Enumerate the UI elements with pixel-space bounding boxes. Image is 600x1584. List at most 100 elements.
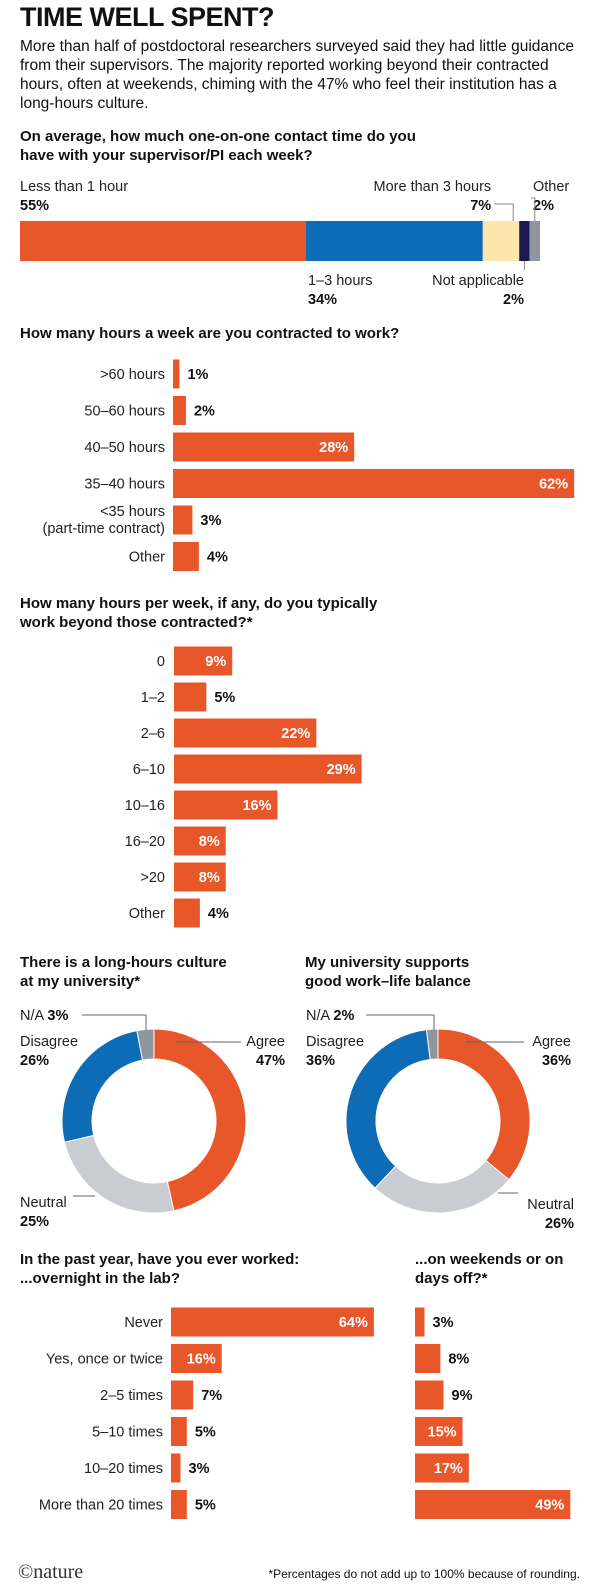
- segment-value-2: 7%: [470, 198, 491, 214]
- weekends-value-1: 8%: [448, 1352, 469, 1368]
- contracted-bar-2: [173, 432, 355, 462]
- weekends-value-4: 17%: [434, 1461, 463, 1477]
- work-life-slice-value-3: 2%: [333, 1008, 354, 1024]
- weekends-value-3: 15%: [428, 1425, 457, 1441]
- extra-value-2: 22%: [281, 726, 310, 742]
- overnight-value-2: 7%: [201, 1388, 222, 1404]
- segment-label-2: More than 3 hours: [374, 179, 492, 195]
- contracted-category-2: 40–50 hours: [84, 440, 165, 456]
- extra-category-4: 10–16: [125, 798, 165, 814]
- extra-category-3: 6–10: [133, 762, 165, 778]
- extra-category-5: 16–20: [125, 834, 165, 850]
- weekends-bar-0: [415, 1307, 425, 1337]
- weekends-value-5: 49%: [535, 1498, 564, 1514]
- extra-bar-0: [174, 646, 233, 676]
- long-hours-question: There is a long-hours culture at my univ…: [20, 954, 227, 990]
- contact-time-question: On average, how much one-on-one contact …: [20, 128, 416, 164]
- extra-value-5: 8%: [199, 834, 220, 850]
- overnight-bar-3: [171, 1417, 187, 1446]
- long-hours-slice-value-2: 26%: [20, 1053, 49, 1069]
- extra-bar-7: [174, 898, 200, 928]
- contracted-category-5: Other: [129, 550, 165, 566]
- extra-bar-6: [174, 862, 226, 892]
- contracted-value-1: 2%: [194, 404, 215, 420]
- work-life-slice-2: [345, 1029, 431, 1189]
- extra-value-4: 16%: [242, 798, 271, 814]
- contracted-bar-5: [173, 542, 199, 571]
- stacked-segment-0: [20, 221, 306, 261]
- extra-category-7: Other: [129, 906, 165, 922]
- weekends-bar-4: [415, 1453, 469, 1483]
- overnight-bar-5: [171, 1490, 187, 1519]
- overnight-bar-2: [171, 1380, 194, 1410]
- stacked-segment-3: [519, 221, 530, 261]
- extra-value-7: 4%: [208, 906, 229, 922]
- work-life-slice-label-1: Neutral: [527, 1197, 574, 1213]
- overnight-question: In the past year, have you ever worked: …: [20, 1251, 300, 1287]
- long-hours-slice-value-0: 47%: [256, 1053, 285, 1069]
- work-life-slice-0: [437, 1028, 531, 1181]
- segment-value-3: 2%: [503, 292, 524, 308]
- overnight-value-0: 64%: [339, 1315, 368, 1331]
- work-life-slice-3: [425, 1028, 439, 1061]
- contracted-category-4-line-1: (part-time contract): [43, 521, 165, 537]
- page-title: TIME WELL SPENT?: [20, 2, 275, 32]
- weekends-bar-1: [415, 1344, 441, 1373]
- long-hours-slice-label-3: N/A 3%: [20, 1008, 68, 1024]
- contracted-bar-3: [173, 469, 575, 498]
- long-hours-leader-3: [82, 1014, 147, 1030]
- long-hours-slice-1: [63, 1134, 175, 1214]
- segment-label-3: Not applicable: [432, 273, 524, 289]
- weekends-bar-5: [415, 1490, 571, 1519]
- page-subtitle: More than half of postdoctoral researche…: [20, 38, 575, 112]
- extra-value-1: 5%: [214, 690, 235, 706]
- segment-label-1: 1–3 hours: [308, 273, 373, 289]
- contracted-value-3: 62%: [539, 477, 568, 493]
- stacked-segment-4: [529, 221, 540, 261]
- long-hours-slice-label-2: Disagree: [20, 1034, 78, 1050]
- overnight-value-5: 5%: [195, 1498, 216, 1514]
- long-hours-slice-3: [136, 1028, 155, 1061]
- contracted-value-0: 1%: [187, 367, 208, 383]
- contracted-category-3: 35–40 hours: [84, 477, 165, 493]
- extra-bar-3: [174, 754, 362, 784]
- overnight-category-1: Yes, once or twice: [46, 1352, 163, 1368]
- contracted-bar-0: [173, 359, 180, 389]
- contracted-bar-4: [173, 505, 193, 535]
- long-hours-slice-value-1: 25%: [20, 1214, 49, 1230]
- weekends-question: ...on weekends or on days off?*: [415, 1251, 564, 1287]
- overnight-bar-4: [171, 1453, 181, 1483]
- extra-value-0: 9%: [205, 654, 226, 670]
- work-life-slice-label-0: Agree: [532, 1034, 571, 1050]
- work-life-slice-value-2: 36%: [306, 1053, 335, 1069]
- stacked-segment-2: [482, 221, 520, 261]
- extra-category-6: >20: [140, 870, 165, 886]
- long-hours-slice-label-0: Agree: [246, 1034, 285, 1050]
- segment-value-4: 2%: [533, 198, 554, 214]
- work-life-leader-3: [366, 1014, 435, 1030]
- extra-bar-1: [174, 682, 207, 712]
- segment-leader-4: [531, 197, 536, 221]
- long-hours-slice-label-1: Neutral: [20, 1195, 67, 1211]
- overnight-category-5: More than 20 times: [39, 1498, 163, 1514]
- overnight-bar-0: [171, 1307, 374, 1337]
- overnight-category-3: 5–10 times: [92, 1425, 163, 1441]
- nature-logo: ©nature: [18, 1561, 84, 1583]
- extra-bar-2: [174, 718, 317, 748]
- contracted-bar-1: [173, 396, 186, 425]
- contracted-category-4-line-0: <35 hours: [100, 504, 165, 520]
- extra-bar-5: [174, 826, 226, 856]
- extra-bar-4: [174, 790, 278, 820]
- extra-value-3: 29%: [327, 762, 356, 778]
- weekends-bar-2: [415, 1380, 444, 1410]
- contracted-category-1: 50–60 hours: [84, 404, 165, 420]
- overnight-category-2: 2–5 times: [100, 1388, 163, 1404]
- stacked-segment-1: [306, 221, 483, 261]
- long-hours-slice-0: [153, 1028, 247, 1212]
- weekends-value-2: 9%: [452, 1388, 473, 1404]
- extra-category-0: 0: [157, 654, 165, 670]
- contracted-hours-question: How many hours a week are you contracted…: [20, 325, 400, 342]
- weekends-value-0: 3%: [433, 1315, 454, 1331]
- work-life-question: My university supports good work–life ba…: [305, 954, 471, 990]
